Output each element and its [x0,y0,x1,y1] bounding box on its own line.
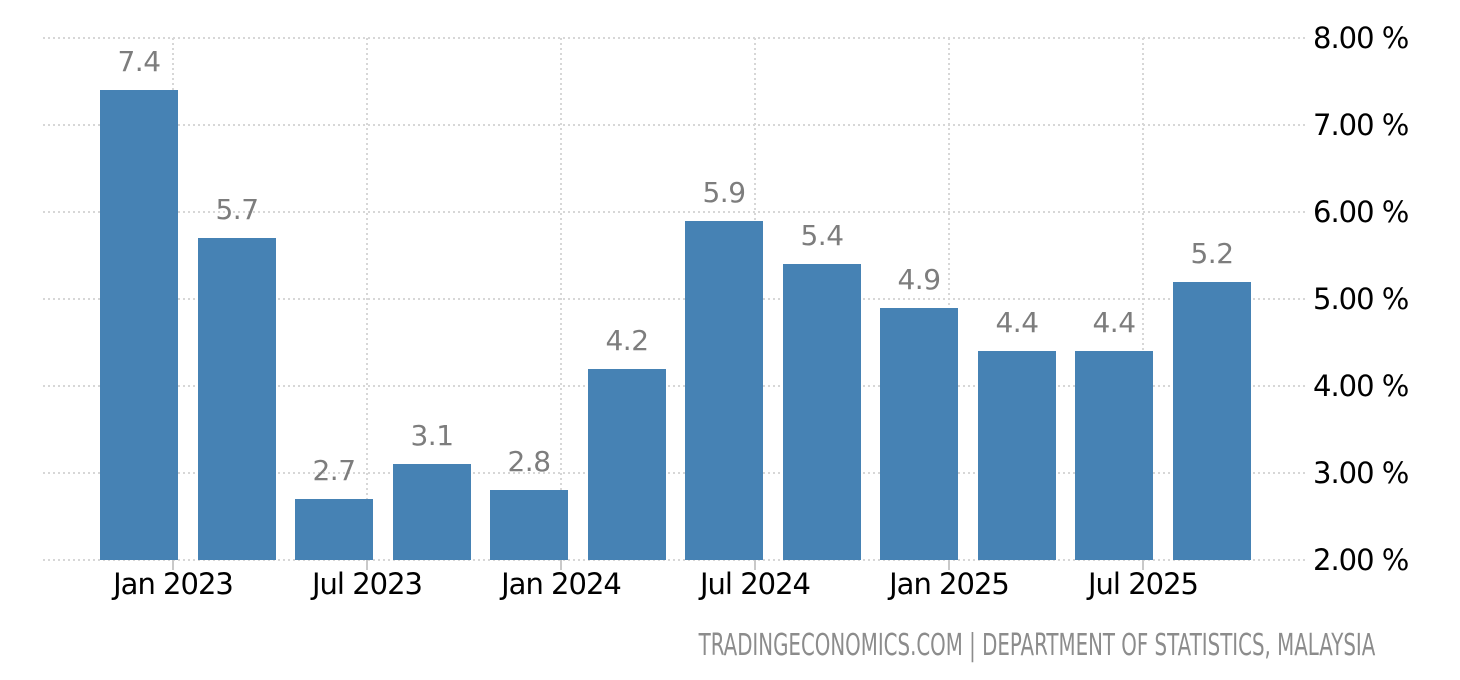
bar-value-label: 7.4 [117,45,161,78]
bar[interactable] [198,238,276,560]
bar-value-label: 4.2 [605,324,649,357]
gridline-vertical [1142,38,1144,560]
y-axis-tick-label: 2.00 % [1313,543,1409,577]
bar[interactable] [1075,351,1153,560]
gridline-horizontal [43,211,1308,213]
y-axis-tick-label: 5.00 % [1313,282,1409,316]
bar[interactable] [100,90,178,560]
gridline-horizontal [43,124,1308,126]
x-axis-tick-label: Jan 2023 [113,567,234,601]
gridline-vertical [948,38,950,560]
x-axis-tick-label: Jul 2023 [311,567,423,601]
bar[interactable] [685,221,763,560]
bar[interactable] [978,351,1056,560]
x-axis-tick-label: Jan 2024 [501,567,622,601]
x-axis-tick [366,560,368,570]
x-axis-tick [948,560,950,570]
bar-value-label: 5.2 [1190,237,1234,270]
bar-value-label: 2.7 [312,454,356,487]
x-axis-tick-label: Jul 2025 [1087,567,1199,601]
x-axis-tick-label: Jan 2025 [889,567,1010,601]
gridline-horizontal [43,559,1308,561]
bar-value-label: 5.9 [702,176,746,209]
y-axis-tick-label: 4.00 % [1313,369,1409,403]
x-axis-tick-label: Jul 2024 [699,567,811,601]
bar[interactable] [295,499,373,560]
gridline-horizontal [43,37,1308,39]
bar-value-label: 4.4 [1092,306,1136,339]
bar-value-label: 3.1 [410,419,454,452]
bar-value-label: 2.8 [507,445,551,478]
gridline-vertical [366,38,368,560]
x-axis-tick [172,560,174,570]
gridline-vertical [560,38,562,560]
bar-value-label: 5.4 [800,219,844,252]
y-axis-tick-label: 8.00 % [1313,21,1409,55]
bar[interactable] [393,464,471,560]
attribution-text: TRADINGECONOMICS.COM | DEPARTMENT OF STA… [698,628,1375,663]
x-axis-tick [1142,560,1144,570]
y-axis-tick-label: 3.00 % [1313,456,1409,490]
y-axis-tick-label: 7.00 % [1313,108,1409,142]
bar[interactable] [880,308,958,560]
bar[interactable] [490,490,568,560]
y-axis-tick-label: 6.00 % [1313,195,1409,229]
x-axis-tick [560,560,562,570]
x-axis-tick [754,560,756,570]
bar[interactable] [783,264,861,560]
gridline-horizontal [43,472,1308,474]
bar[interactable] [1173,282,1251,560]
gridline-horizontal [43,298,1308,300]
bar-value-label: 4.4 [995,306,1039,339]
bar-value-label: 4.9 [897,263,941,296]
gridline-horizontal [43,385,1308,387]
bar-value-label: 5.7 [215,193,259,226]
bar[interactable] [588,369,666,560]
